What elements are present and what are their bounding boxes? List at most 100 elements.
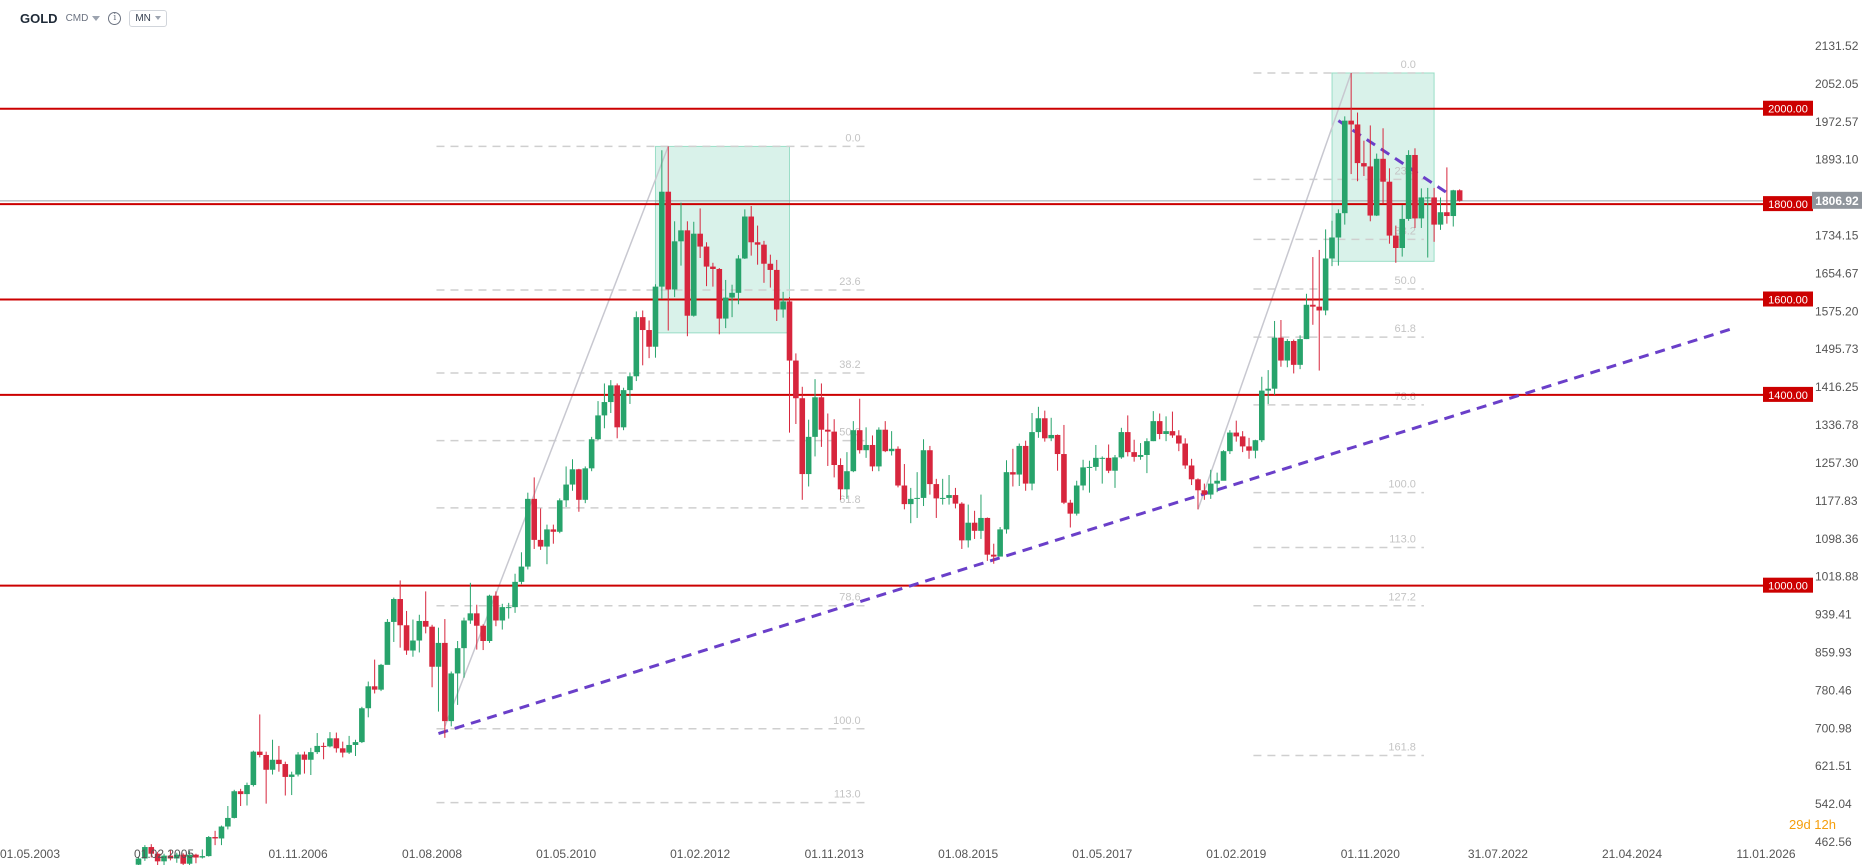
candle-body bbox=[818, 397, 825, 430]
candle-body bbox=[1418, 197, 1425, 219]
candle-body bbox=[773, 269, 780, 310]
candle-body bbox=[971, 522, 978, 531]
candle-body bbox=[1048, 434, 1054, 439]
x-axis-tick-label: 01.05.2010 bbox=[536, 847, 596, 861]
y-axis-tick-label: 939.41 bbox=[1815, 608, 1852, 622]
candle-body bbox=[1233, 432, 1240, 437]
timeframe-select[interactable]: MN bbox=[129, 9, 167, 27]
y-axis-tick-label: 1336.78 bbox=[1815, 418, 1859, 432]
y-axis-tick-label: 1893.10 bbox=[1815, 153, 1859, 167]
consolidation-zone bbox=[654, 145, 790, 334]
candle-body bbox=[550, 529, 557, 532]
candle-body bbox=[212, 837, 218, 839]
y-axis-tick-label: 1575.20 bbox=[1815, 304, 1859, 318]
candle-body bbox=[793, 360, 799, 399]
candle-body bbox=[959, 503, 965, 541]
candle-body bbox=[665, 191, 672, 290]
candle-body bbox=[1303, 304, 1310, 340]
info-icon[interactable]: i bbox=[108, 11, 122, 25]
level-price-tag bbox=[1763, 100, 1813, 116]
candle-body bbox=[1220, 451, 1227, 481]
candle-body bbox=[869, 444, 876, 467]
candle-body bbox=[1265, 388, 1271, 391]
candle-body bbox=[895, 448, 901, 486]
y-axis-tick-label: 1257.30 bbox=[1815, 456, 1859, 470]
candle-body bbox=[442, 642, 448, 722]
candle-body bbox=[1169, 431, 1176, 436]
exchange-dropdown-icon[interactable] bbox=[92, 15, 101, 21]
candle-body bbox=[231, 791, 238, 818]
y-axis-tick-label: 621.51 bbox=[1815, 759, 1852, 773]
candle-body bbox=[384, 621, 391, 665]
candle-body bbox=[614, 385, 620, 428]
candle-body bbox=[448, 673, 455, 722]
candle-body bbox=[780, 301, 786, 310]
candle-body bbox=[308, 752, 314, 760]
x-axis-tick-label: 01.08.2015 bbox=[938, 847, 998, 861]
candle-body bbox=[346, 744, 352, 753]
candle-body bbox=[1150, 421, 1157, 442]
fib-level-label: 78.6 bbox=[1394, 391, 1415, 403]
candle-body bbox=[678, 230, 684, 242]
candle-body bbox=[1093, 457, 1099, 467]
candle-body bbox=[703, 246, 710, 267]
candle-body bbox=[1290, 340, 1297, 365]
candle-body bbox=[327, 738, 333, 747]
candle-body bbox=[1131, 452, 1137, 457]
candle-body bbox=[748, 216, 755, 243]
x-axis-tick-label: 01.05.2003 bbox=[0, 847, 60, 861]
x-axis-tick-label: 11.01.2026 bbox=[1736, 847, 1795, 861]
candle-body bbox=[1361, 163, 1367, 167]
candle-body bbox=[1099, 457, 1106, 459]
candle-body bbox=[167, 855, 174, 859]
candle-body bbox=[1214, 480, 1220, 484]
candle-body bbox=[901, 485, 908, 505]
candle-body bbox=[256, 751, 263, 755]
candle-body bbox=[639, 317, 646, 331]
candle-body bbox=[722, 297, 729, 319]
candle-body bbox=[1041, 418, 1048, 439]
candle-body bbox=[378, 664, 384, 690]
candle-body bbox=[952, 495, 959, 504]
candle-body bbox=[761, 244, 767, 264]
fib-anchor-line bbox=[1197, 72, 1352, 510]
candle-body bbox=[1380, 158, 1386, 182]
candle-body bbox=[844, 471, 850, 490]
fib-level-label: 50.0 bbox=[1394, 275, 1415, 287]
level-price-tag bbox=[1763, 291, 1813, 307]
candle-body bbox=[729, 292, 735, 298]
candle-body bbox=[1016, 445, 1023, 475]
candle-body bbox=[1086, 466, 1093, 468]
candle-body bbox=[1444, 212, 1450, 217]
candle-body bbox=[199, 856, 206, 858]
candle-body bbox=[850, 430, 857, 472]
trendline bbox=[438, 326, 1735, 735]
level-price-tag bbox=[1763, 196, 1813, 212]
candle-body bbox=[454, 648, 461, 674]
candle-body bbox=[984, 517, 991, 555]
candle-body bbox=[907, 498, 914, 505]
candle-body bbox=[531, 498, 538, 540]
candle-body bbox=[473, 613, 480, 626]
symbol-label[interactable]: GOLD bbox=[20, 10, 58, 26]
candle-body bbox=[288, 774, 295, 777]
current-price-label: 1806.92 bbox=[1815, 194, 1859, 208]
fib-level-label: 61.8 bbox=[839, 494, 860, 506]
x-axis-tick-label: 01.11.2013 bbox=[805, 847, 864, 861]
candle-body bbox=[659, 191, 665, 287]
candle-body bbox=[1322, 258, 1329, 311]
candle-body bbox=[767, 263, 774, 270]
candle-body bbox=[250, 751, 257, 786]
fib-anchor-line bbox=[444, 146, 669, 727]
candle-body bbox=[269, 759, 276, 770]
candle-body bbox=[1278, 337, 1284, 361]
candle-body bbox=[805, 436, 812, 475]
candle-body bbox=[135, 858, 142, 865]
candle-body bbox=[576, 469, 582, 500]
candle-body bbox=[1431, 197, 1437, 225]
x-axis-tick-label: 01.05.2017 bbox=[1072, 847, 1132, 861]
candle-body bbox=[1341, 120, 1348, 214]
candle-body bbox=[588, 439, 595, 469]
chevron-down-icon bbox=[154, 16, 161, 20]
